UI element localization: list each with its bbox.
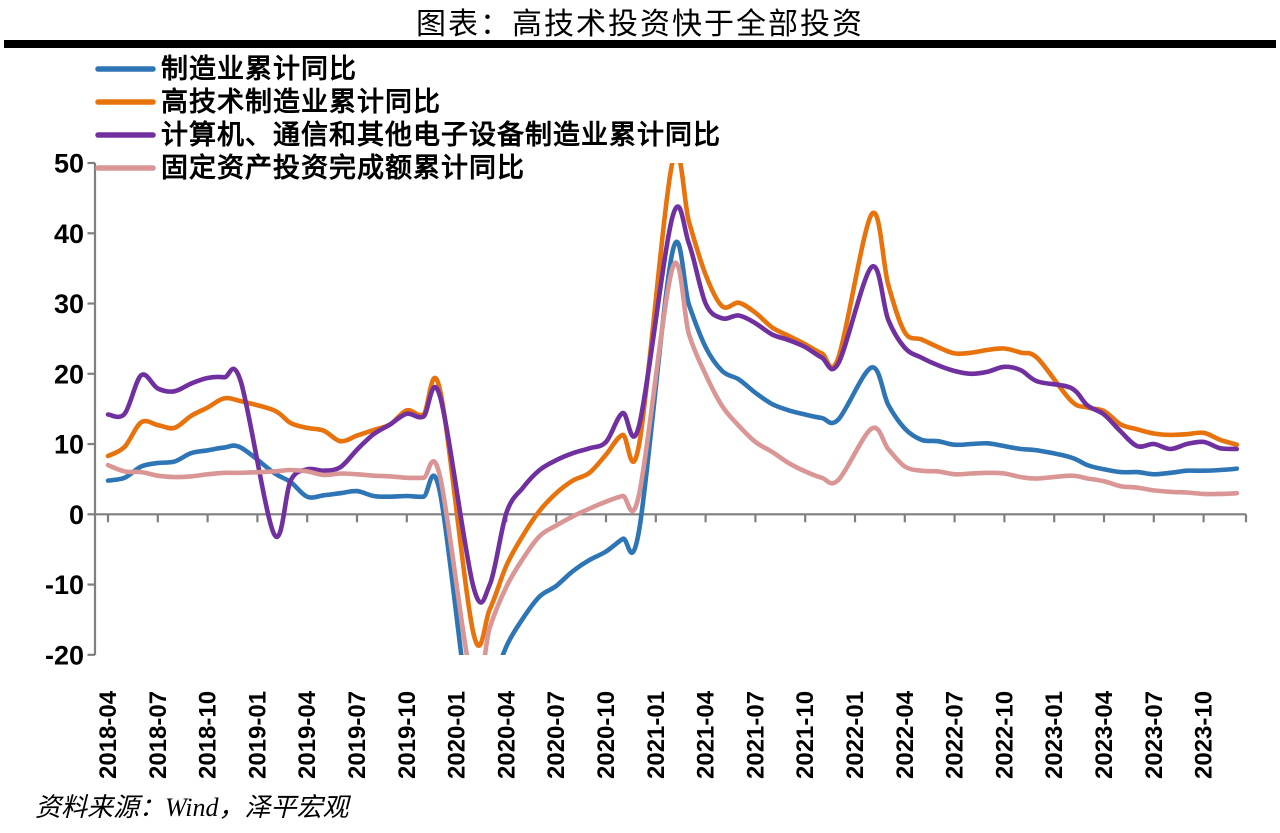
x-tick-label: 2022-10 <box>991 691 1018 779</box>
x-tick-label: 2023-01 <box>1041 691 1068 779</box>
x-tick-label: 2018-07 <box>145 691 172 779</box>
x-tick-label: 2021-10 <box>792 691 819 779</box>
x-tick-label: 2023-10 <box>1191 691 1218 779</box>
y-tick-label: -20 <box>45 640 84 670</box>
x-tick-label: 2018-10 <box>195 691 222 779</box>
x-axis-labels: 2018-04 2018-07 2018-10 2019-01 2019-04 2019-… <box>95 690 1218 779</box>
x-tick-label: 2019-04 <box>294 690 321 779</box>
x-tick-label: 2019-01 <box>244 691 271 779</box>
source-note: 资料来源：Wind，泽平宏观 <box>35 793 351 822</box>
x-tick-label: 2020-01 <box>444 691 471 779</box>
series-line-1 <box>105 163 1240 648</box>
x-tick-label: 2022-04 <box>892 690 919 779</box>
y-tick-label: 10 <box>54 430 84 460</box>
legend-label-computer-electronics: 计算机、通信和其他电子设备制造业累计同比 <box>161 119 721 150</box>
x-tick-label: 2020-04 <box>493 690 520 779</box>
legend-label-manufacturing: 制造业累计同比 <box>161 54 357 84</box>
x-tick-label: 2023-07 <box>1141 691 1168 779</box>
x-tick-label: 2021-04 <box>693 690 720 779</box>
y-tick-label: 40 <box>54 219 84 249</box>
x-tick-label: 2019-07 <box>344 691 371 779</box>
x-tick-label: 2020-10 <box>593 691 620 779</box>
x-tick-label: 2021-07 <box>742 691 769 779</box>
x-tick-label: 2022-07 <box>942 691 969 779</box>
x-tick-label: 2022-01 <box>842 691 869 779</box>
series-line-0 <box>105 239 1240 655</box>
page-title: 图表：高技术投资快于全部投资 <box>416 8 864 41</box>
y-tick-label: 0 <box>69 500 84 530</box>
y-tick-label: 20 <box>54 359 84 389</box>
legend-label-hightech-manufacturing: 高技术制造业累计同比 <box>161 86 441 117</box>
title-divider <box>4 40 1276 48</box>
y-axis-labels: 50 40 30 20 10 0 -10 -20 <box>45 149 84 671</box>
x-tick-label: 2023-04 <box>1091 690 1118 779</box>
y-tick-label: 30 <box>54 289 84 319</box>
legend: 制造业累计同比 高技术制造业累计同比 计算机、通信和其他电子设备制造业累计同比 … <box>95 54 721 183</box>
series-line-2 <box>105 204 1240 605</box>
y-tick-label: 50 <box>54 149 84 179</box>
x-axis-ticks <box>106 514 1248 523</box>
y-tick-label: -10 <box>45 570 84 600</box>
legend-label-fixed-asset-investment: 固定资产投资完成额累计同比 <box>161 152 525 183</box>
x-tick-label: 2019-10 <box>394 691 421 779</box>
x-tick-label: 2021-01 <box>643 691 670 779</box>
y-axis-ticks <box>87 161 95 656</box>
x-tick-label: 2020-07 <box>543 691 570 779</box>
series-line-3 <box>105 260 1240 655</box>
x-tick-label: 2018-04 <box>95 690 122 779</box>
plot-area <box>105 163 1240 655</box>
